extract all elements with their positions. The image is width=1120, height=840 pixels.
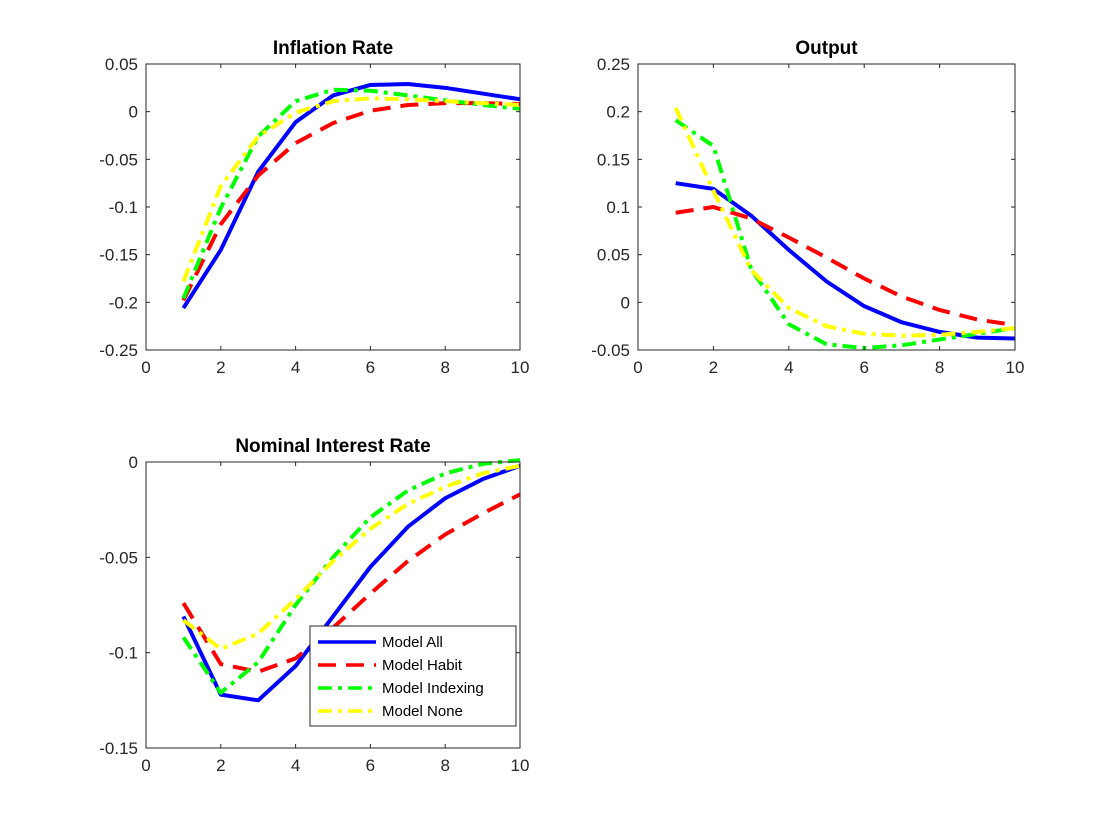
x-tick-label: 2 (709, 358, 718, 377)
chart-title: Output (795, 38, 858, 59)
y-tick-label: 0.1 (606, 198, 630, 217)
x-tick-label: 10 (1006, 358, 1025, 377)
plot-area (146, 64, 520, 350)
y-tick-label: 0 (129, 453, 138, 472)
series-line-model-all (181, 463, 521, 703)
series-line-model-habit (675, 205, 1016, 328)
x-tick-label: 6 (859, 358, 868, 377)
series-line-model-indexing (181, 458, 521, 695)
legend-label: Model None (382, 703, 463, 720)
series-line-model-none (673, 107, 1016, 338)
x-tick-label: 0 (633, 358, 642, 377)
legend: Model All Model Habit Model Indexing Model … (309, 625, 517, 727)
series-line-model-all (675, 181, 1016, 341)
x-tick-label: 10 (511, 358, 530, 377)
y-tick-label: -0.1 (109, 198, 138, 217)
y-tick-label: -0.05 (99, 548, 138, 567)
plot-area (638, 64, 1015, 350)
x-tick-label: 6 (366, 358, 375, 377)
y-tick-label: -0.05 (591, 341, 630, 360)
series-line-model-none (181, 96, 521, 283)
series-line-model-all (181, 82, 521, 310)
y-tick-label: 0 (621, 293, 630, 312)
x-tick-label: 6 (366, 756, 375, 775)
legend-label: Model All (382, 634, 443, 651)
series-line-model-habit (181, 492, 521, 674)
x-tick-label: 0 (141, 358, 150, 377)
x-tick-label: 4 (291, 358, 300, 377)
x-tick-label: 8 (935, 358, 944, 377)
x-tick-label: 4 (784, 358, 793, 377)
x-tick-label: 4 (291, 756, 300, 775)
chart-title: Nominal Interest Rate (235, 436, 430, 457)
chart-panel-1: 0 2 4 6 8 10 -0.25 -0.2 -0.15 -0.1 -0.05 0 0.05 Infla… (99, 38, 529, 377)
series-line-model-indexing (181, 87, 521, 300)
y-tick-label: -0.15 (99, 739, 138, 758)
y-tick-label: -0.25 (99, 341, 138, 360)
y-tick-label: 0 (129, 103, 138, 122)
y-tick-label: 0.05 (597, 246, 630, 265)
legend-label: Model Indexing (382, 680, 484, 697)
series-line-model-indexing (674, 118, 1016, 351)
y-tick-label: -0.1 (109, 644, 138, 663)
y-tick-label: -0.05 (99, 150, 138, 169)
y-tick-label: 0.2 (606, 103, 630, 122)
y-tick-label: 0.05 (105, 55, 138, 74)
axes-box (145, 461, 521, 749)
x-tick-label: 8 (440, 756, 449, 775)
y-tick-label: -0.2 (109, 293, 138, 312)
x-tick-label: 2 (216, 358, 225, 377)
y-tick-label: -0.15 (99, 246, 138, 265)
x-tick-label: 10 (511, 756, 530, 775)
chart-title: Inflation Rate (273, 38, 393, 59)
legend-label: Model Habit (382, 657, 463, 674)
series-line-model-none (182, 463, 521, 651)
x-tick-label: 2 (216, 756, 225, 775)
chart-panel-3: 0 2 4 6 8 10 -0.15 -0.1 -0.05 0 Nominal Interest R… (99, 436, 529, 775)
y-tick-label: 0.25 (597, 55, 630, 74)
x-tick-label: 8 (440, 358, 449, 377)
x-tick-label: 0 (141, 756, 150, 775)
y-tick-label: 0.15 (597, 150, 630, 169)
